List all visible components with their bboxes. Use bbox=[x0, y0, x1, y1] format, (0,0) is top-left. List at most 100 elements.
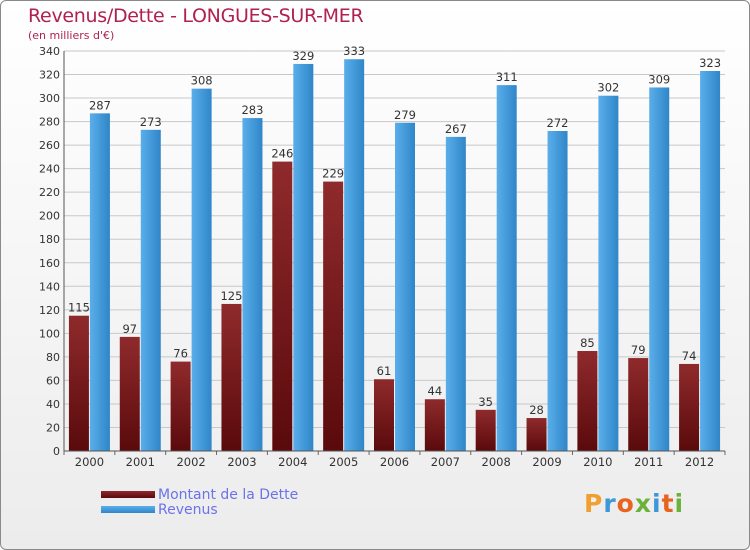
bar-dette-2008 bbox=[475, 409, 496, 451]
data-label-revenus: 273 bbox=[140, 115, 162, 129]
data-label-dette: 246 bbox=[271, 147, 293, 161]
data-label-revenus: 287 bbox=[89, 98, 111, 112]
x-tick-label: 2006 bbox=[380, 455, 409, 469]
data-label-dette: 97 bbox=[122, 322, 137, 336]
logo-letter: r bbox=[603, 489, 617, 518]
data-label-dette: 35 bbox=[478, 395, 493, 409]
bar-dette-2004 bbox=[272, 161, 293, 451]
data-label-dette: 85 bbox=[580, 336, 595, 350]
bar-revenus-2000 bbox=[89, 113, 110, 452]
legend-label-dette: Montant de la Dette bbox=[158, 486, 299, 503]
bar-dette-2003 bbox=[221, 303, 242, 451]
y-tick-label: 120 bbox=[39, 304, 60, 317]
data-label-dette: 44 bbox=[428, 384, 443, 398]
bar-revenus-2009 bbox=[547, 131, 568, 451]
bar-revenus-2007 bbox=[445, 136, 466, 451]
legend-item-revenus: Revenus bbox=[101, 501, 298, 518]
y-tick-label: 260 bbox=[39, 139, 60, 152]
bar-dette-2010 bbox=[577, 351, 598, 451]
proxiti-logo: Proxiti bbox=[584, 489, 684, 518]
data-label-revenus: 309 bbox=[648, 72, 670, 86]
legend-swatch-revenus bbox=[101, 506, 155, 513]
bar-dette-2012 bbox=[679, 363, 700, 451]
data-label-revenus: 308 bbox=[191, 74, 213, 88]
data-label-revenus: 311 bbox=[496, 70, 518, 84]
x-tick-label: 2000 bbox=[75, 455, 104, 469]
y-tick-label: 300 bbox=[39, 92, 60, 105]
x-tick-label: 2002 bbox=[176, 455, 205, 469]
logo-letter: t bbox=[661, 489, 675, 518]
y-tick-label: 160 bbox=[39, 257, 60, 270]
y-tick-label: 200 bbox=[39, 210, 60, 223]
x-tick-label: 2004 bbox=[278, 455, 307, 469]
bar-dette-2000 bbox=[68, 315, 89, 451]
data-label-dette: 125 bbox=[220, 289, 242, 303]
bar-revenus-2012 bbox=[700, 71, 721, 451]
x-tick-label: 2011 bbox=[634, 455, 663, 469]
data-label-dette: 28 bbox=[529, 403, 544, 417]
y-tick-label: 100 bbox=[39, 327, 60, 340]
data-label-dette: 61 bbox=[377, 364, 392, 378]
bar-revenus-2008 bbox=[496, 85, 517, 451]
data-label-dette: 115 bbox=[68, 301, 90, 315]
data-label-dette: 79 bbox=[631, 343, 646, 357]
legend: Montant de la Dette Revenus bbox=[101, 486, 299, 518]
legend-swatch-dette bbox=[101, 491, 155, 498]
data-label-revenus: 323 bbox=[699, 56, 721, 70]
data-label-revenus: 283 bbox=[241, 103, 263, 117]
data-label-revenus: 302 bbox=[597, 81, 619, 95]
bar-dette-2009 bbox=[526, 418, 547, 451]
logo-letter: i bbox=[652, 489, 662, 518]
legend-label-revenus: Revenus bbox=[158, 501, 218, 518]
x-tick-label: 2008 bbox=[482, 455, 511, 469]
legend-item-dette: Montant de la Dette bbox=[101, 486, 299, 503]
logo-letter: P bbox=[584, 489, 604, 518]
bar-dette-2007 bbox=[424, 399, 445, 451]
y-tick-label: 180 bbox=[39, 233, 60, 246]
x-tick-label: 2001 bbox=[126, 455, 155, 469]
bar-revenus-2004 bbox=[293, 63, 314, 452]
y-tick-label: 60 bbox=[46, 374, 60, 387]
y-tick-label: 240 bbox=[39, 163, 60, 176]
bar-revenus-2005 bbox=[344, 59, 365, 452]
bar-dette-2005 bbox=[323, 181, 344, 451]
data-label-revenus: 272 bbox=[547, 116, 569, 130]
x-tick-label: 2010 bbox=[583, 455, 612, 469]
logo-letter: o bbox=[616, 489, 635, 518]
y-tick-label: 320 bbox=[39, 69, 60, 82]
y-tick-label: 40 bbox=[46, 398, 60, 411]
bar-revenus-2006 bbox=[395, 122, 415, 451]
data-label-revenus: 267 bbox=[445, 122, 467, 136]
x-tick-label: 2009 bbox=[532, 455, 561, 469]
data-label-dette: 229 bbox=[322, 167, 344, 181]
logo-letter: x bbox=[634, 489, 652, 518]
y-tick-label: 280 bbox=[39, 116, 60, 129]
y-tick-label: 0 bbox=[53, 445, 60, 458]
y-tick-label: 340 bbox=[39, 45, 60, 58]
bar-dette-2011 bbox=[628, 358, 649, 451]
y-tick-label: 20 bbox=[46, 421, 60, 434]
bar-revenus-2002 bbox=[191, 88, 212, 451]
bar-revenus-2003 bbox=[242, 118, 263, 451]
data-label-dette: 74 bbox=[682, 349, 697, 363]
bar-dette-2006 bbox=[374, 379, 394, 451]
y-tick-label: 80 bbox=[46, 351, 60, 364]
bar-revenus-2010 bbox=[598, 95, 619, 452]
bar-revenus-2011 bbox=[649, 87, 670, 452]
x-tick-label: 2005 bbox=[329, 455, 358, 469]
x-tick-label: 2003 bbox=[227, 455, 256, 469]
x-tick-label: 2012 bbox=[685, 455, 714, 469]
bar-dette-2002 bbox=[170, 361, 191, 451]
bar-revenus-2001 bbox=[140, 129, 161, 451]
chart-title: Revenus/Dette - LONGUES-SUR-MER bbox=[28, 5, 364, 27]
data-label-dette: 76 bbox=[173, 347, 188, 361]
data-label-revenus: 333 bbox=[343, 44, 365, 58]
bar-dette-2001 bbox=[119, 336, 140, 451]
data-label-revenus: 279 bbox=[394, 108, 416, 122]
y-tick-label: 140 bbox=[39, 280, 60, 293]
logo-letter: i bbox=[674, 489, 685, 518]
chart-subtitle: (en milliers d'€) bbox=[28, 29, 115, 42]
data-label-revenus: 329 bbox=[292, 49, 314, 63]
